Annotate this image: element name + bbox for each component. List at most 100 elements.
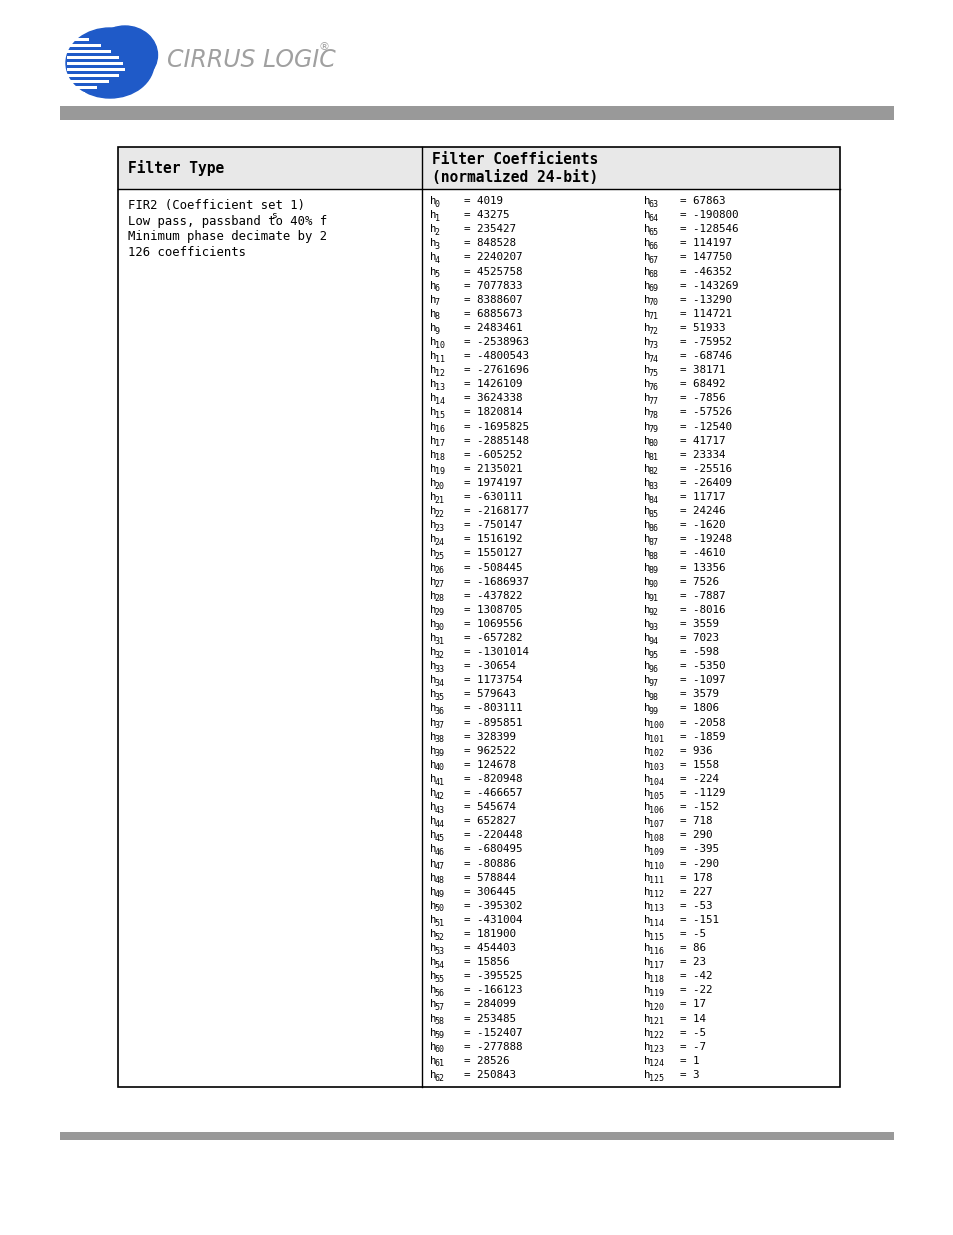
Text: = -820948: = -820948 (463, 774, 522, 784)
Bar (67, 62, 123, 64)
Text: = -13290: = -13290 (679, 295, 731, 305)
Text: FIR2 (Coefficient set 1): FIR2 (Coefficient set 1) (128, 199, 305, 212)
Text: 39: 39 (435, 750, 444, 758)
Bar (118, 147, 840, 1087)
Text: = 1516192: = 1516192 (463, 535, 522, 545)
Text: = -7: = -7 (679, 1042, 705, 1052)
Text: 85: 85 (648, 510, 658, 519)
Text: = -5350: = -5350 (679, 661, 724, 671)
Text: h: h (643, 986, 650, 995)
Text: h: h (430, 379, 436, 389)
Text: = -395525: = -395525 (463, 971, 522, 982)
Text: h: h (643, 548, 650, 558)
Text: h: h (430, 845, 436, 855)
Text: = 11717: = 11717 (679, 492, 724, 503)
Text: h: h (430, 280, 436, 290)
Text: = -57526: = -57526 (679, 408, 731, 417)
Text: h: h (430, 322, 436, 333)
Text: 75: 75 (648, 369, 658, 378)
Text: 3: 3 (435, 242, 439, 251)
Text: 123: 123 (648, 1045, 663, 1055)
Text: h: h (643, 492, 650, 503)
Text: h: h (430, 535, 436, 545)
Text: 30: 30 (435, 622, 444, 631)
Text: h: h (643, 478, 650, 488)
Text: h: h (430, 590, 436, 600)
Text: h: h (430, 605, 436, 615)
Text: 60: 60 (435, 1045, 444, 1055)
Text: = 147750: = 147750 (679, 252, 731, 262)
Text: h: h (643, 803, 650, 813)
Text: h: h (643, 1028, 650, 1037)
Bar (118, 147, 840, 189)
Text: 47: 47 (435, 862, 444, 871)
Text: = 962522: = 962522 (463, 746, 516, 756)
Text: h: h (430, 1028, 436, 1037)
Text: 21: 21 (435, 495, 444, 505)
Bar (67, 68, 125, 70)
Text: = -508445: = -508445 (463, 562, 522, 573)
Text: 81: 81 (648, 453, 658, 462)
Text: ®: ® (318, 42, 330, 52)
Text: h: h (643, 774, 650, 784)
Text: = 579643: = 579643 (463, 689, 516, 699)
Text: h: h (430, 830, 436, 840)
Text: h: h (643, 408, 650, 417)
Text: = 7077833: = 7077833 (463, 280, 522, 290)
Text: CIRRUS LOGIC: CIRRUS LOGIC (167, 48, 335, 72)
Text: 121: 121 (648, 1018, 663, 1026)
Text: h: h (430, 986, 436, 995)
Text: = 13356: = 13356 (679, 562, 724, 573)
Text: 63: 63 (648, 200, 658, 209)
Text: h: h (643, 746, 650, 756)
Text: h: h (643, 1042, 650, 1052)
Text: h: h (643, 676, 650, 685)
Text: = 4525758: = 4525758 (463, 267, 522, 277)
Text: h: h (430, 309, 436, 319)
Bar (67, 85, 97, 89)
Text: = -166123: = -166123 (463, 986, 522, 995)
Text: = 3559: = 3559 (679, 619, 719, 629)
Text: = -395: = -395 (679, 845, 719, 855)
Text: 91: 91 (648, 594, 658, 604)
Text: 101: 101 (648, 735, 663, 745)
Text: h: h (430, 394, 436, 404)
Text: 43: 43 (435, 805, 444, 815)
Text: = 1308705: = 1308705 (463, 605, 522, 615)
Text: = 15856: = 15856 (463, 957, 509, 967)
Text: Filter Type: Filter Type (128, 161, 224, 177)
Text: = -7856: = -7856 (679, 394, 724, 404)
Text: 116: 116 (648, 947, 663, 956)
Text: h: h (430, 760, 436, 769)
Bar (67, 79, 109, 83)
Text: = 454403: = 454403 (463, 944, 516, 953)
Text: = 3579: = 3579 (679, 689, 719, 699)
Text: h: h (643, 760, 650, 769)
Text: = 23: = 23 (679, 957, 705, 967)
Text: h: h (430, 337, 436, 347)
Text: h: h (643, 957, 650, 967)
Text: h: h (643, 295, 650, 305)
Text: h: h (430, 704, 436, 714)
Text: = 328399: = 328399 (463, 731, 516, 742)
Text: = 250843: = 250843 (463, 1070, 516, 1079)
Text: 42: 42 (435, 792, 444, 800)
Text: h: h (430, 1014, 436, 1024)
Text: = -42: = -42 (679, 971, 712, 982)
Text: 83: 83 (648, 482, 658, 490)
Text: h: h (643, 634, 650, 643)
Text: h: h (430, 1056, 436, 1066)
Text: h: h (643, 1014, 650, 1024)
Text: 15: 15 (435, 411, 444, 420)
Text: h: h (643, 971, 650, 982)
Text: 0: 0 (435, 200, 439, 209)
Bar (67, 49, 111, 53)
Text: = 67863: = 67863 (679, 196, 724, 206)
Text: = -143269: = -143269 (679, 280, 738, 290)
Text: 90: 90 (648, 580, 658, 589)
Text: = 1806: = 1806 (679, 704, 719, 714)
Text: h: h (430, 210, 436, 220)
Text: h: h (643, 929, 650, 939)
Text: = -151: = -151 (679, 915, 719, 925)
Text: 16: 16 (435, 425, 444, 435)
